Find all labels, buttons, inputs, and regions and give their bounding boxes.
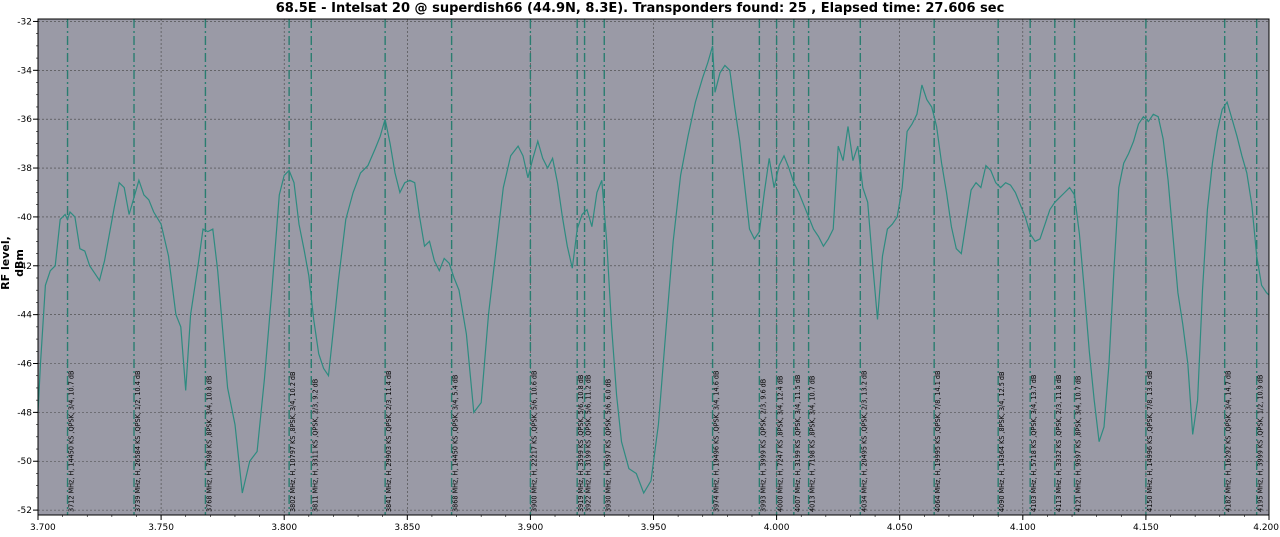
transponder-label: 4090 MHz, H, 14364 KS ,8PSK, 3/4, 12.5 d… bbox=[997, 372, 1006, 512]
transponder-label: 3768 MHz, H, 7498 KS ,8PSK, 3/4, 10.8 dB bbox=[204, 376, 213, 512]
x-tick-label: 3.800 bbox=[271, 523, 297, 533]
y-tick-label: -32 bbox=[17, 17, 32, 27]
transponder-label: 4103 MHz, H, 5718 KS ,QPSK, 3/4, 13.7 dB bbox=[1029, 375, 1038, 512]
transponder-label: 4034 MHz, H, 20495 KS ,QPSK, 2/3, 13.2 d… bbox=[859, 371, 868, 512]
transponder-label: 3811 MHz, H, 3311 KS ,QPSK, 2/3, 9.2 dB bbox=[310, 379, 319, 512]
y-tick-label: -42 bbox=[17, 262, 32, 272]
transponder-label: 4195 MHz, H, 3999 KS ,QPSK, 1/2, 10.9 dB bbox=[1256, 375, 1265, 512]
transponder-label: 3868 MHz, H, 14450 KS ,QPSK, 3/4, 5.4 dB bbox=[451, 375, 460, 512]
transponder-label: 3712 MHz, H, 14450 KS ,QPSK, 3/4, 10.7 d… bbox=[67, 371, 76, 512]
x-tick-label: 4.000 bbox=[764, 523, 790, 533]
transponder-label: 4000 MHz, H, 7247 KS ,8PSK, 3/4, 12.4 dB bbox=[776, 376, 785, 512]
y-tick-label: -40 bbox=[17, 213, 32, 223]
x-tick-label: 3.850 bbox=[394, 523, 420, 533]
transponder-label: 3919 MHz, H, 3599 KS ,QPSK, 5/6, 10.8 dB bbox=[576, 375, 585, 512]
transponder-label: 3802 MHz, H, 10797 KS ,8PSK, 3/4, 10.2 d… bbox=[288, 372, 297, 512]
x-tick-label: 3.900 bbox=[518, 523, 544, 533]
y-tick-label: -44 bbox=[17, 311, 32, 321]
transponder-label: 3993 MHz, H, 3999 KS ,QPSK, 2/3, 9.6 dB bbox=[758, 379, 767, 512]
transponder-label: 4013 MHz, H, 7198 KS ,8PSK, 3/4, 10.7 dB bbox=[808, 376, 817, 512]
x-tick-label: 4.100 bbox=[1010, 523, 1036, 533]
y-tick-label: -38 bbox=[17, 164, 32, 174]
x-tick-label: 4.050 bbox=[887, 523, 913, 533]
y-tick-label: -34 bbox=[17, 66, 32, 76]
transponder-label: 4121 MHz, H, 9597 KS ,8PSK, 3/4, 10.7 dB bbox=[1074, 376, 1083, 512]
x-tick-label: 3.700 bbox=[30, 523, 56, 533]
transponder-label: 4150 MHz, H, 14996 KS ,QPSK, 7/8, 13.9 d… bbox=[1145, 371, 1154, 512]
transponder-label: 4182 MHz, H, 16292 KS ,QPSK, 3/4, 14.7 d… bbox=[1224, 371, 1233, 512]
transponder-label: 4113 MHz, H, 3332 KS ,QPSK, 2/3, 11.8 dB bbox=[1054, 375, 1063, 512]
transponder-label: 4064 MHz, H, 19995 KS ,QPSK, 7/8, 14.1 d… bbox=[933, 371, 942, 512]
y-tick-label: -52 bbox=[17, 506, 32, 516]
x-tick-label: 4.150 bbox=[1133, 523, 1159, 533]
x-tick-label: 3.750 bbox=[148, 523, 174, 533]
x-tick-label: 3.950 bbox=[641, 523, 667, 533]
plot-frame bbox=[37, 18, 1270, 516]
axes-layer: 3.700 3.750 3.800 3.850 3.900 3.950 4.000 4.050… bbox=[17, 17, 1279, 533]
transponder-markers bbox=[66, 19, 1258, 515]
y-tick-label: -36 bbox=[17, 115, 32, 125]
y-tick-label: -46 bbox=[17, 360, 32, 370]
chart-title: 68.5E - Intelsat 20 @ superdish66 (44.9N… bbox=[275, 1, 1005, 16]
transponder-label: 4007 MHz, H, 3199 KS ,QPSK, 3/4, 11.5 dB bbox=[793, 375, 802, 512]
x-tick-label: 4.200 bbox=[1253, 523, 1279, 533]
transponder-label: 3974 MHz, H, 19496 KS ,QPSK, 3/4, 14.6 d… bbox=[712, 371, 721, 512]
transponder-label: 3930 MHz, H, 9597 KS ,QPSK, 5/6, 6.0 dB bbox=[603, 379, 612, 512]
transponder-label: 3841 MHz, H, 29903 KS ,QPSK, 2/3, 11.4 d… bbox=[384, 371, 393, 512]
transponder-labels: 3712 MHz, H, 14450 KS ,QPSK, 3/4, 10.7 d… bbox=[67, 371, 1265, 512]
y-tick-label: -50 bbox=[17, 457, 32, 467]
series-line-rf-level bbox=[37, 45, 1270, 495]
y-tick-label: -48 bbox=[17, 408, 32, 418]
transponder-label: 3739 MHz, H, 26584 KS ,QPSK, 1/2, 10.4 d… bbox=[133, 371, 142, 512]
transponder-label: 3922 MHz, H, 3199 KS ,QPSK, 5/6, 11.2 dB bbox=[584, 375, 593, 512]
transponder-label: 3900 MHz, H, 22217 KS ,QPSK, 5/6, 10.6 d… bbox=[529, 371, 538, 512]
